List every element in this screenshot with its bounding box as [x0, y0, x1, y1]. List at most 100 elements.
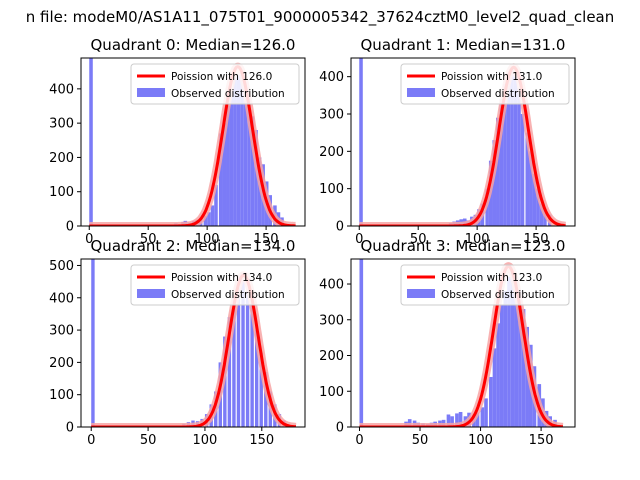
histogram-bar	[236, 75, 241, 226]
axes-frame	[80, 57, 306, 227]
histogram-bar	[514, 280, 519, 427]
histogram-bar	[232, 297, 236, 427]
legend: Poission with 123.0 Observed distribution	[400, 264, 570, 306]
legend-bar-swatch	[137, 88, 165, 97]
histogram-bar	[510, 273, 515, 427]
histogram-bar	[210, 205, 215, 226]
histogram-bar	[525, 132, 530, 226]
y-tick-label: 0	[336, 220, 344, 235]
histogram-bar	[496, 323, 500, 427]
legend-frame	[400, 264, 570, 306]
subplot-quadrant-0: 0 50 100 150 0 100 200 300 400 Quadrant 0: Median…	[49, 36, 306, 247]
subplot-title: Quadrant 0: Median=126.0	[91, 36, 296, 54]
legend-bar-swatch	[137, 289, 165, 298]
legend-entry-observed: Observed distribution	[441, 289, 555, 301]
legend-bar-swatch	[407, 88, 435, 97]
histogram-bar	[450, 416, 454, 427]
histogram-bar	[446, 414, 451, 427]
histogram-bar	[233, 78, 237, 226]
y-tick-label: 400	[319, 278, 344, 293]
y-tick-label: 300	[319, 108, 344, 123]
histogram-bar	[259, 352, 263, 427]
y-tick-label: 300	[319, 313, 344, 328]
histogram-bar	[250, 304, 254, 427]
legend: Poission with 134.0 Observed distribution	[130, 264, 300, 306]
histogram-bar	[520, 114, 525, 226]
subplot-title: Quadrant 3: Median=123.0	[361, 237, 566, 255]
histogram-bar	[499, 99, 504, 226]
x-tick-label: 50	[410, 232, 427, 247]
histogram-bar	[510, 69, 514, 226]
y-tick-label: 200	[49, 151, 74, 166]
histogram-bar	[532, 173, 537, 226]
histogram-bar	[254, 130, 258, 226]
histogram-bar	[359, 58, 363, 226]
y-tick-label: 400	[49, 291, 74, 306]
histogram-bar	[226, 106, 230, 226]
histogram-bar	[203, 215, 208, 226]
x-tick-label: 100	[193, 433, 218, 448]
histogram-bar	[503, 291, 508, 427]
legend: Poission with 131.0 Observed distribution	[400, 63, 570, 105]
histogram-bar	[496, 117, 500, 226]
legend-frame	[130, 63, 300, 105]
histogram-bar	[517, 87, 521, 226]
y-tick-label: 100	[49, 185, 74, 200]
x-tick-label: 100	[468, 433, 493, 448]
x-tick-label: 0	[355, 232, 363, 247]
histogram-bar	[499, 305, 504, 427]
histogram-bar	[489, 376, 493, 427]
x-tick-label: 0	[355, 433, 363, 448]
x-tick-label: 50	[140, 433, 157, 448]
histogram-bar	[214, 184, 218, 226]
subplot-quadrant-3: 0 50 100 150 0 100 200 300 400 Quadrant 3: Median…	[319, 237, 576, 448]
y-tick-label: 300	[49, 324, 74, 339]
y-tick-label: 100	[319, 385, 344, 400]
y-tick-label: 300	[49, 117, 74, 132]
axes-frame	[80, 258, 306, 428]
histogram-bar	[484, 398, 488, 427]
x-tick-label: 150	[254, 232, 279, 247]
histogram-bar	[89, 58, 93, 226]
subplot-title: Quadrant 2: Median=134.0	[91, 237, 296, 255]
histogram-bar	[518, 291, 522, 427]
x-tick-label: 0	[85, 232, 93, 247]
x-tick-label: 150	[524, 232, 549, 247]
subplot-grid: 0 50 100 150 0 100 200 300 400 Quadrant 0: Median…	[49, 36, 576, 448]
histogram-bar	[506, 72, 511, 226]
x-tick-label: 100	[195, 232, 220, 247]
histogram-bar	[218, 133, 223, 226]
histogram-bar	[241, 281, 245, 427]
histogram-bar	[229, 92, 234, 226]
histogram-bar	[503, 84, 507, 226]
legend-entry-observed: Observed distribution	[171, 289, 285, 301]
x-tick-label: 150	[529, 433, 554, 448]
x-tick-label: 150	[249, 433, 274, 448]
y-tick-label: 500	[49, 259, 74, 274]
x-tick-label: 50	[412, 433, 429, 448]
histogram-bar	[529, 151, 533, 226]
histogram-bar	[207, 212, 211, 226]
y-tick-label: 100	[49, 388, 74, 403]
histogram-bar	[513, 76, 518, 226]
histogram-bar	[475, 412, 480, 427]
legend-bar-swatch	[407, 289, 435, 298]
x-tick-label: 50	[140, 232, 157, 247]
histogram-bar	[264, 372, 268, 427]
axes-frame	[350, 258, 576, 428]
histogram-bar	[539, 203, 544, 226]
histogram-bar	[480, 407, 485, 427]
histogram-bar	[492, 348, 497, 427]
legend-entry-poisson: Poission with 123.0	[441, 272, 542, 284]
histogram-bar	[245, 291, 250, 427]
poisson-curve	[359, 264, 564, 427]
y-tick-label: 0	[66, 220, 74, 235]
legend-entry-poisson: Poission with 126.0	[171, 71, 272, 83]
x-tick-label: 100	[465, 232, 490, 247]
plot-area	[86, 58, 299, 226]
histogram-bar	[521, 309, 526, 427]
y-tick-label: 200	[49, 356, 74, 371]
histogram-bar	[91, 259, 95, 427]
legend-entry-poisson: Poission with 131.0	[441, 71, 542, 83]
